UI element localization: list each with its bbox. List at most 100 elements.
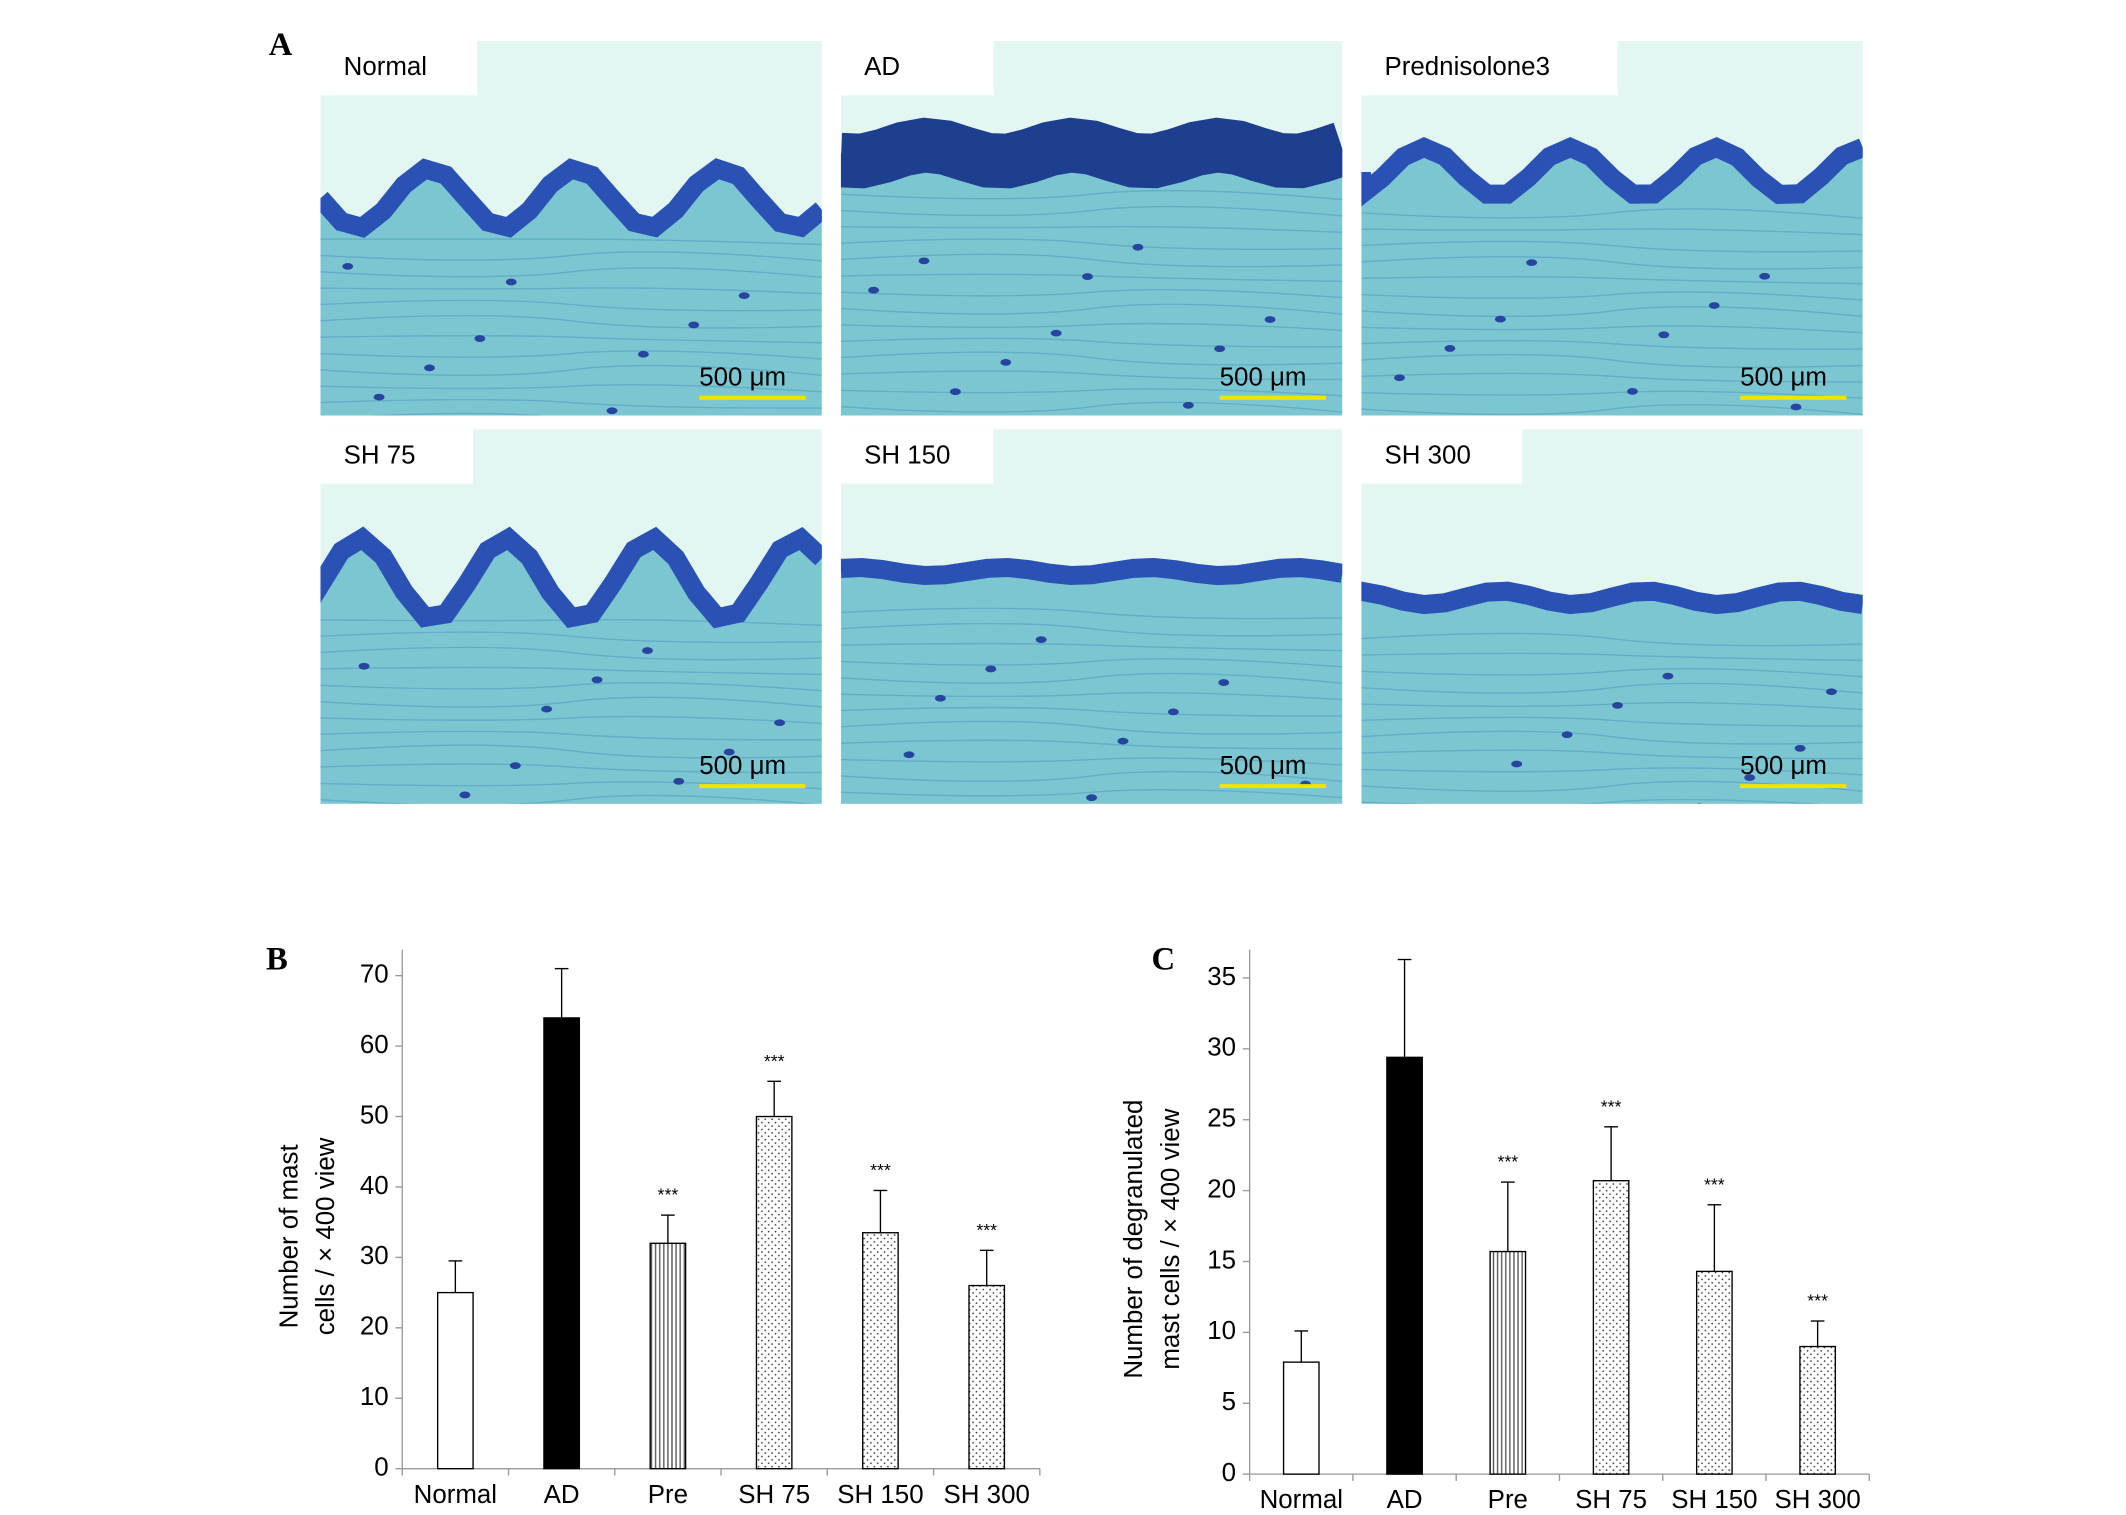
x-tick-label: SH 150 [837, 1481, 923, 1509]
cell [688, 321, 700, 329]
fiber [320, 267, 822, 278]
fiber [1361, 817, 1862, 824]
cell [591, 676, 603, 684]
image-label: SH 150 [864, 441, 950, 469]
panel-label: A [269, 27, 293, 63]
fiber [840, 642, 1343, 652]
fiber [320, 831, 821, 838]
cell [1000, 358, 1012, 366]
fiber [1361, 749, 1863, 760]
y-axis-label: Number of mast [275, 1144, 303, 1328]
fiber [1361, 306, 1863, 318]
bar [436, 1291, 474, 1470]
fiber [1361, 730, 1863, 745]
fiber [840, 388, 1343, 397]
bar [1695, 1270, 1733, 1475]
cell [1825, 688, 1837, 696]
cell [723, 748, 735, 756]
cell [1658, 331, 1670, 339]
fiber [320, 781, 822, 790]
fiber [1361, 291, 1863, 301]
cell [673, 777, 685, 785]
fiber [1361, 780, 1863, 792]
fiber [840, 288, 1343, 299]
y-tick-label: 70 [360, 961, 389, 989]
cell [474, 335, 486, 342]
label-box [320, 40, 478, 96]
cell [1218, 679, 1230, 686]
x-tick-label: SH 150 [1671, 1486, 1757, 1514]
bar [649, 1242, 687, 1470]
cell [1444, 345, 1456, 352]
cell [1117, 737, 1129, 745]
fiber [840, 351, 1343, 366]
fiber [1361, 668, 1863, 678]
bar [968, 1284, 1006, 1470]
significance: *** [1807, 1291, 1828, 1311]
cell [1132, 243, 1144, 251]
y-tick-label: 50 [360, 1101, 389, 1129]
cell [1494, 315, 1506, 323]
micrograph [1361, 40, 1863, 424]
y-tick-label: 30 [1207, 1034, 1236, 1062]
bar [862, 1232, 899, 1470]
fiber [1361, 830, 1862, 842]
micrograph [320, 429, 822, 838]
cell [949, 388, 961, 396]
fiber [320, 238, 822, 246]
cell [1744, 774, 1756, 782]
y-tick-label: 20 [360, 1313, 389, 1341]
x-tick-label: Normal [1260, 1486, 1343, 1514]
scale-label: 500 μm [1220, 364, 1307, 392]
fiber [320, 814, 821, 822]
cell [409, 821, 420, 828]
significance: *** [976, 1220, 997, 1240]
cell [1264, 316, 1276, 323]
cell [1082, 273, 1093, 280]
bar [755, 1115, 793, 1470]
significance: *** [658, 1185, 679, 1205]
image-label: SH 300 [1385, 441, 1471, 469]
y-tick-label: 15 [1207, 1246, 1236, 1274]
bar [1282, 1361, 1320, 1475]
fiber [320, 794, 815, 804]
micrograph [1361, 429, 1863, 842]
fiber [320, 666, 822, 676]
cell [1577, 417, 1588, 424]
significance: *** [1497, 1152, 1518, 1172]
label-box [1361, 40, 1618, 96]
fiber [1361, 240, 1863, 253]
bar [1799, 1345, 1837, 1475]
y-tick-label: 40 [360, 1172, 389, 1200]
cell [342, 262, 354, 270]
cell [1250, 810, 1261, 817]
cell [1511, 760, 1523, 768]
micrograph [840, 40, 1343, 416]
epidermis [320, 158, 822, 238]
y-axis-label: Number of degranulated [1120, 1100, 1148, 1379]
significance: *** [764, 1051, 785, 1071]
cell [505, 278, 517, 286]
label-box [320, 429, 474, 484]
cell [868, 286, 880, 294]
y-tick-label: 0 [374, 1454, 388, 1482]
cell [637, 350, 649, 358]
fiber [840, 370, 1343, 381]
fiber [1361, 372, 1863, 383]
bar [1386, 1056, 1423, 1475]
fiber [320, 314, 822, 329]
fiber [1361, 390, 1863, 399]
fiber [1361, 256, 1863, 270]
y-tick-label: 30 [360, 1242, 389, 1270]
scale-label: 500 μm [1220, 752, 1307, 780]
significance: *** [870, 1160, 891, 1180]
y-tick-label: 25 [1207, 1105, 1236, 1133]
cell [1662, 672, 1674, 680]
panel-label: C [1152, 941, 1176, 977]
fiber [320, 763, 822, 774]
fiber [320, 744, 822, 759]
cell [985, 665, 997, 673]
fiber [1361, 340, 1863, 350]
cell [642, 647, 653, 654]
fiber [1361, 325, 1863, 334]
